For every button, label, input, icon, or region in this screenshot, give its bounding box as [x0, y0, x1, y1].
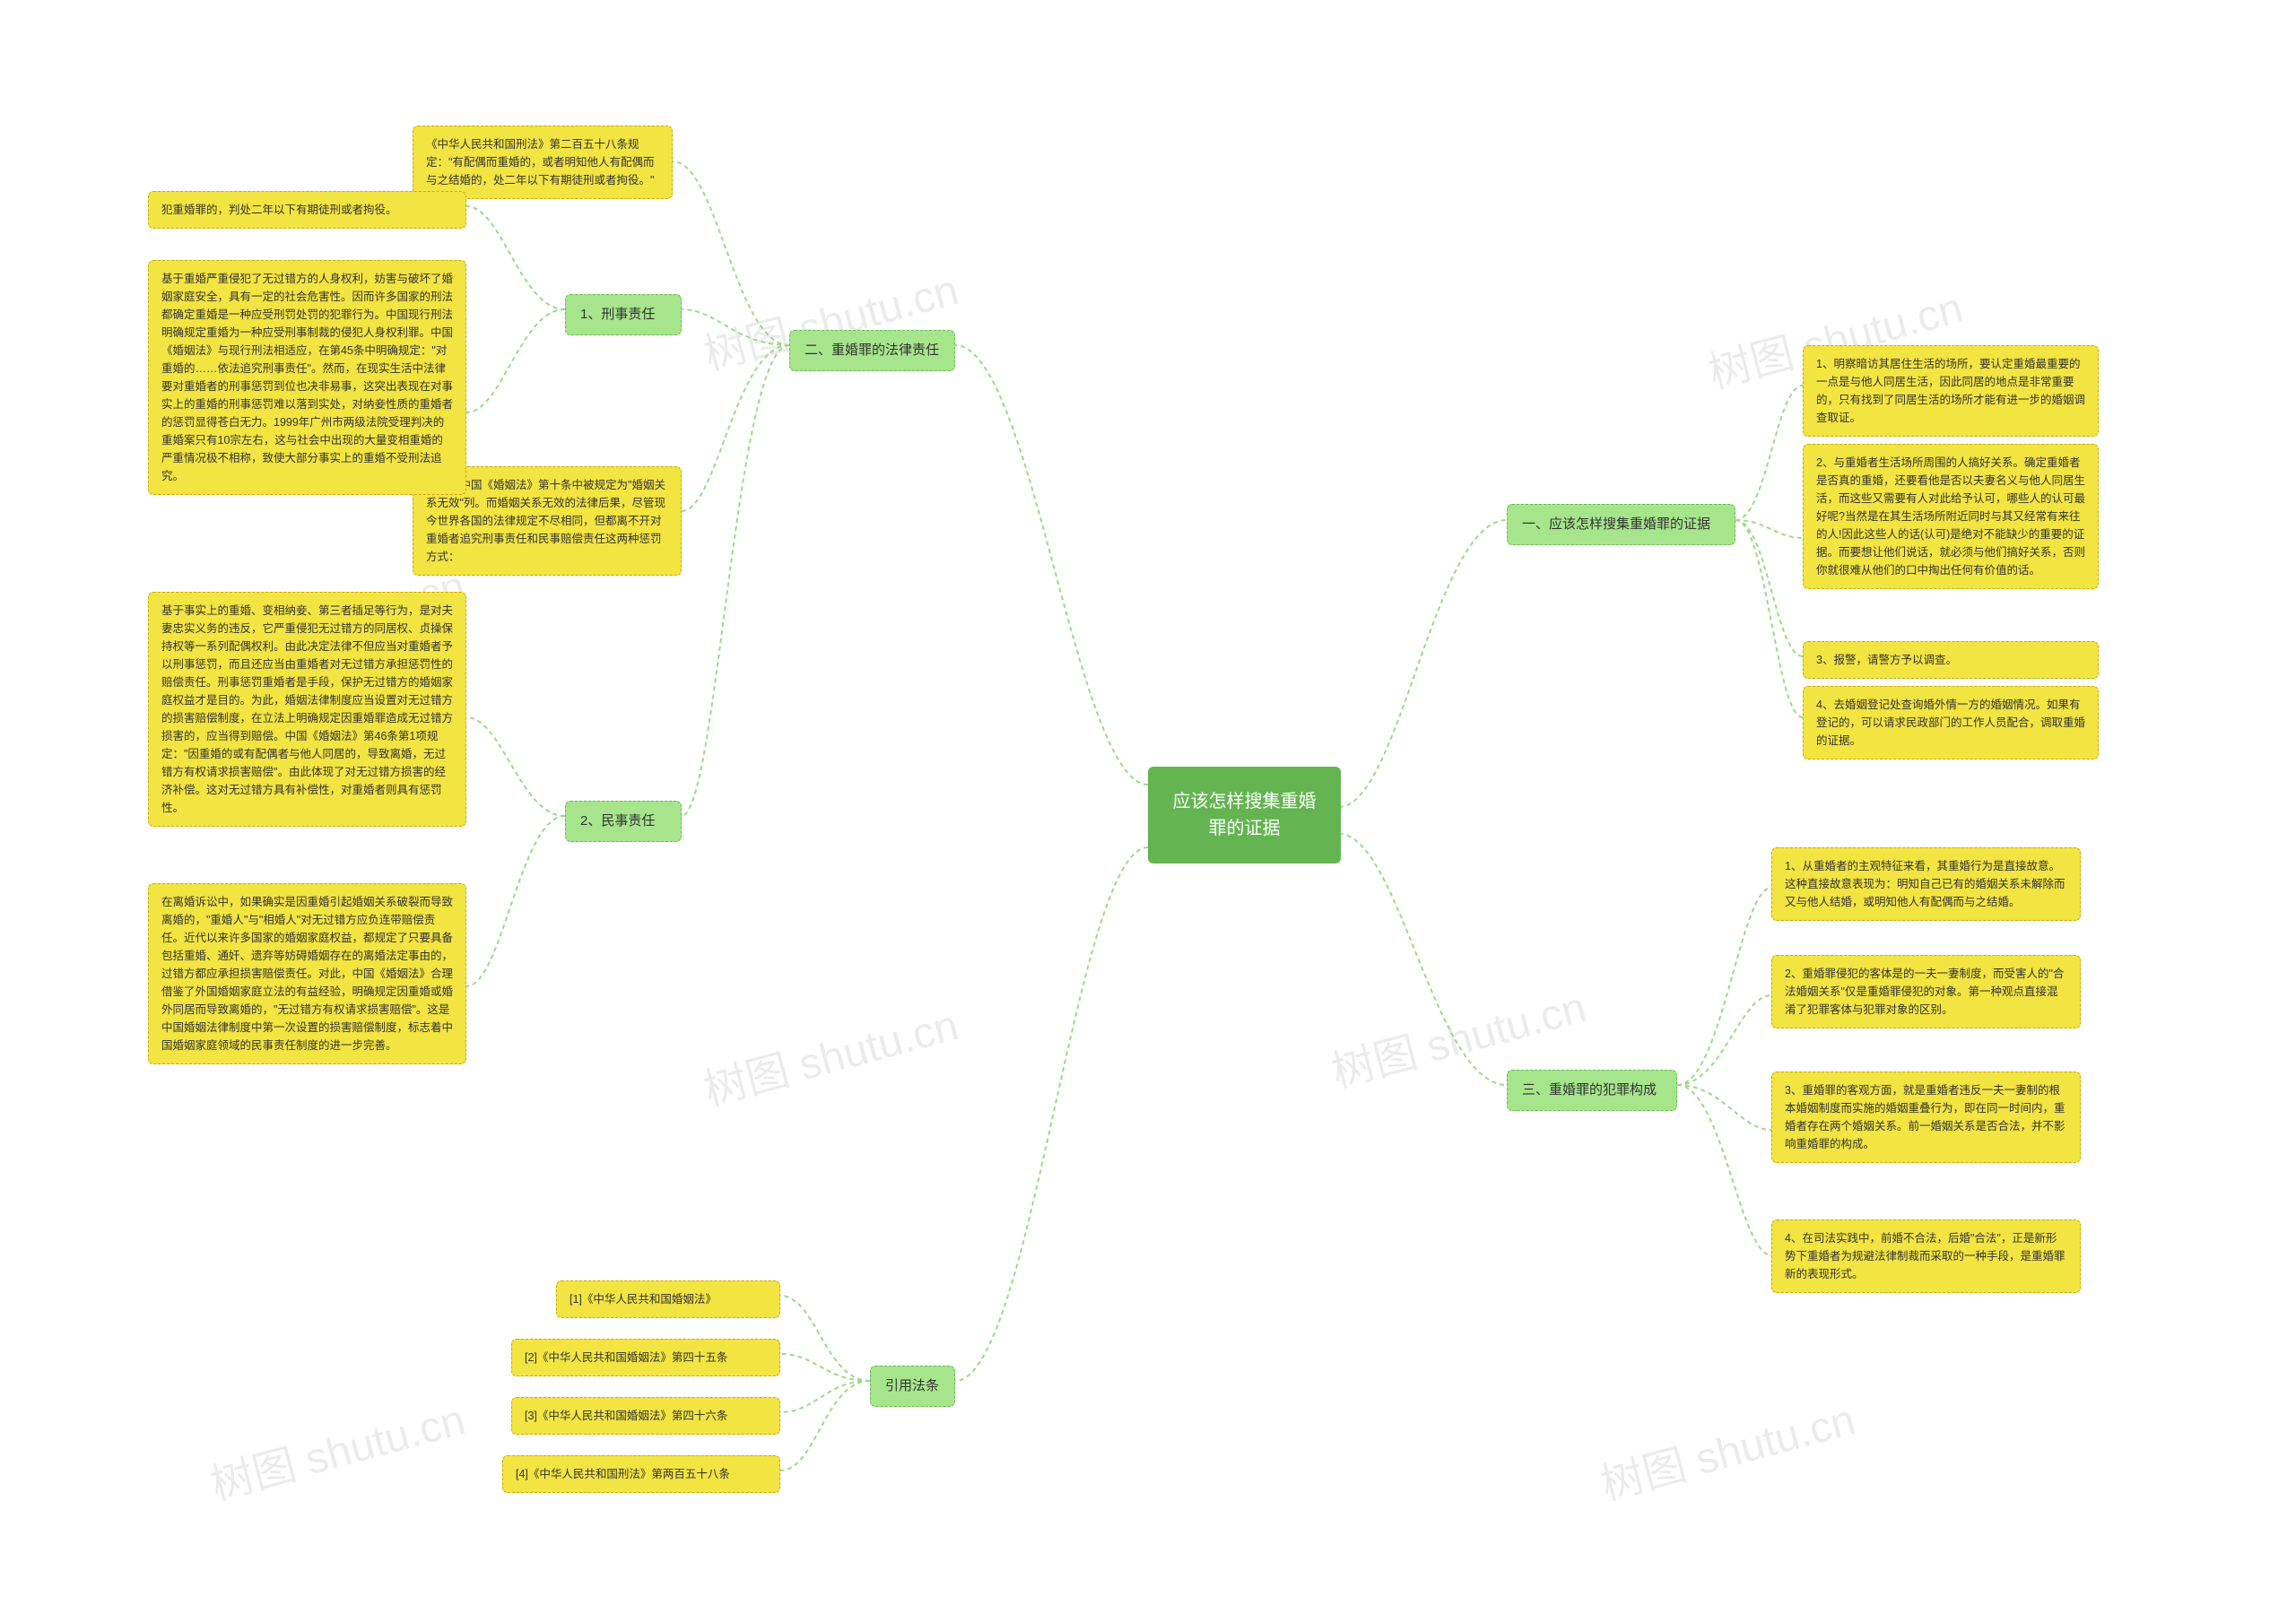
watermark: 树图 shutu.cn — [203, 1384, 471, 1513]
leaf-criminal-b: 基于重婚严重侵犯了无过错方的人身权利，妨害与破坏了婚姻家庭安全，具有一定的社会危… — [148, 260, 466, 495]
leaf-cite-1: [1]《中华人民共和国婚姻法》 — [556, 1280, 780, 1318]
leaf-liability-top: 《中华人民共和国刑法》第二百五十八条规定："有配偶而重婚的，或者明知他人有配偶而… — [413, 126, 673, 199]
leaf-const-2: 2、重婚罪侵犯的客体是的一夫一妻制度，而受害人的"合法婚姻关系"仅是重婚罪侵犯的… — [1771, 955, 2081, 1028]
leaf-const-4: 4、在司法实践中，前婚不合法，后婚"合法"，正是新形势下重婚者为规避法律制裁而采… — [1771, 1219, 2081, 1293]
leaf-const-1: 1、从重婚者的主观特征来看，其重婚行为是直接故意。这种直接故意表现为：明知自己已… — [1771, 847, 2081, 921]
leaf-cite-4: [4]《中华人民共和国刑法》第两百五十八条 — [502, 1455, 780, 1493]
branch-liability[interactable]: 二、重婚罪的法律责任 — [789, 330, 955, 371]
leaf-evidence-4: 4、去婚姻登记处查询婚外情一方的婚姻情况。如果有登记的，可以请求民政部门的工作人… — [1803, 686, 2099, 759]
branch-constitution[interactable]: 三、重婚罪的犯罪构成 — [1507, 1070, 1677, 1111]
leaf-evidence-2: 2、与重婚者生活场所周围的人搞好关系。确定重婚者是否真的重婚，还要看他是否以夫妻… — [1803, 444, 2099, 589]
branch-evidence[interactable]: 一、应该怎样搜集重婚罪的证据 — [1507, 504, 1735, 545]
branch-criminal[interactable]: 1、刑事责任 — [565, 294, 682, 335]
leaf-evidence-1: 1、明察暗访其居住生活的场所，要认定重婚最重要的一点是与他人同居生活，因此同居的… — [1803, 345, 2099, 437]
leaf-civil-b: 在离婚诉讼中，如果确实是因重婚引起婚姻关系破裂而导致离婚的，"重婚人"与"相婚人… — [148, 883, 466, 1064]
leaf-const-3: 3、重婚罪的客观方面，就是重婚者违反一夫一妻制的根本婚姻制度而实施的婚姻重叠行为… — [1771, 1072, 2081, 1163]
leaf-cite-3: [3]《中华人民共和国婚姻法》第四十六条 — [511, 1397, 780, 1435]
leaf-evidence-3: 3、报警，请警方予以调查。 — [1803, 641, 2099, 679]
watermark: 树图 shutu.cn — [696, 990, 964, 1118]
root-node[interactable]: 应该怎样搜集重婚罪的证据 — [1148, 767, 1341, 863]
leaf-cite-2: [2]《中华人民共和国婚姻法》第四十五条 — [511, 1339, 780, 1376]
watermark: 树图 shutu.cn — [1593, 1384, 1861, 1513]
branch-civil[interactable]: 2、民事责任 — [565, 801, 682, 842]
leaf-criminal-a: 犯重婚罪的，判处二年以下有期徒刑或者拘役。 — [148, 191, 466, 229]
branch-citations[interactable]: 引用法条 — [870, 1366, 955, 1407]
leaf-civil-a: 基于事实上的重婚、变相纳妾、第三者插足等行为，是对夫妻忠实义务的违反，它严重侵犯… — [148, 592, 466, 827]
